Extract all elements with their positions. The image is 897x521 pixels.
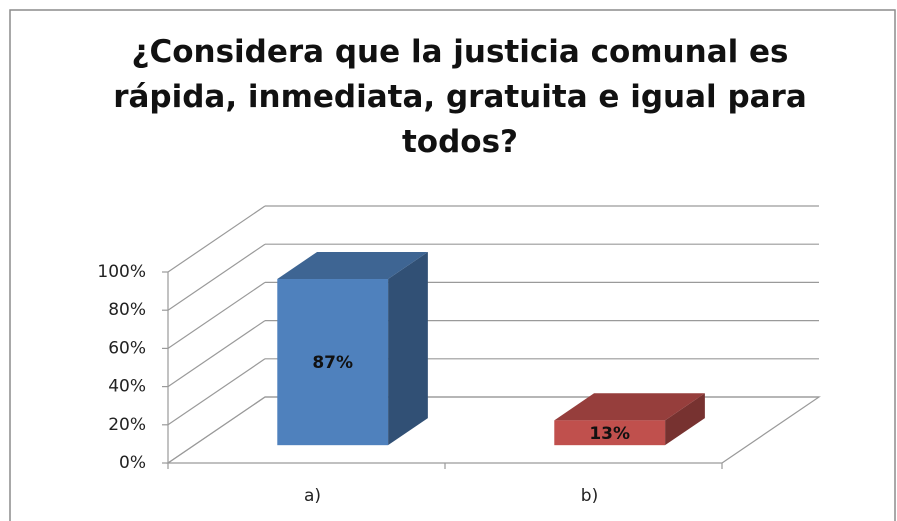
side-grid-line <box>167 205 266 273</box>
y-tick-label: 100% <box>97 262 146 282</box>
bar <box>554 420 666 446</box>
bar-side <box>665 393 705 446</box>
floor <box>166 396 821 464</box>
bar-top <box>277 251 428 280</box>
side-grid-line <box>167 320 266 388</box>
data-label: 87% <box>312 353 353 373</box>
chart-frame <box>9 9 896 521</box>
bar-top <box>554 393 705 421</box>
y-tick-label: 20% <box>108 415 146 435</box>
side-grid-line <box>167 243 266 311</box>
side-grid-line <box>167 396 266 464</box>
y-tick-label: 60% <box>108 338 146 358</box>
x-tick-label: a) <box>304 486 321 506</box>
x-tick-label: b) <box>581 486 598 506</box>
side-grid-line <box>167 281 266 349</box>
bar-side <box>388 251 428 446</box>
side-grid-line <box>167 358 266 426</box>
bar <box>277 279 389 446</box>
data-label: 13% <box>589 424 630 444</box>
chart-title: ¿Considera que la justicia comunal es rá… <box>113 34 807 160</box>
y-tick-label: 80% <box>108 300 146 320</box>
y-tick-label: 40% <box>108 377 146 397</box>
y-tick-label: 0% <box>119 453 146 473</box>
